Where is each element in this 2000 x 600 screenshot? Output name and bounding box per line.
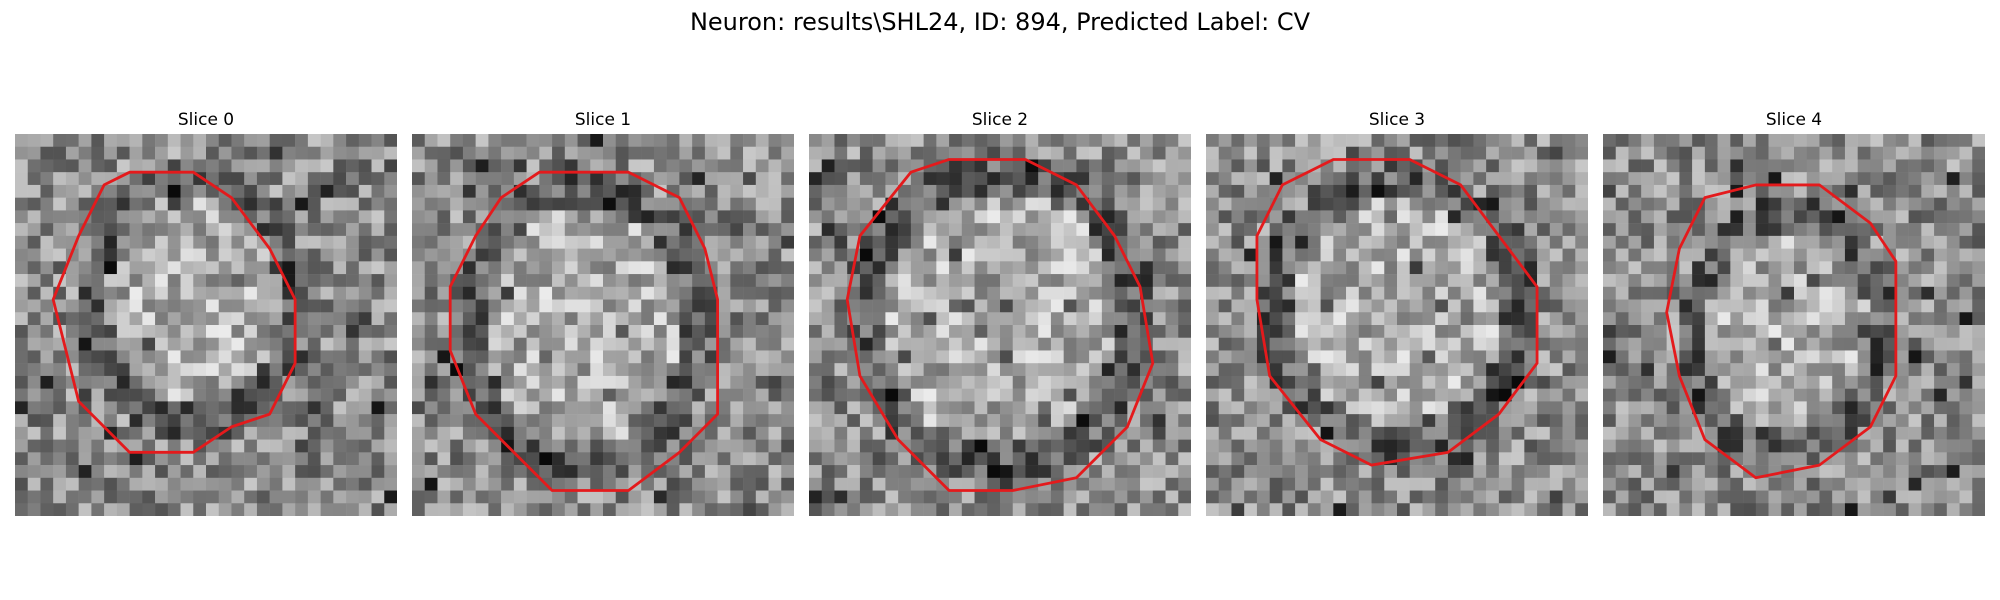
slice-title: Slice 1: [574, 110, 632, 130]
roi-contour: [1255, 158, 1539, 467]
slice-title: Slice 2: [971, 110, 1029, 130]
slice-title: Slice 3: [1368, 110, 1426, 130]
slice-panel: Slice 4: [1603, 108, 1985, 516]
slice-image: [1603, 134, 1985, 516]
roi-contour: [51, 170, 297, 454]
slice-panel: Slice 0: [15, 108, 397, 516]
roi-contour: [1665, 183, 1898, 480]
figure-title: Neuron: results\SHL24, ID: 894, Predicte…: [689, 8, 1311, 36]
slice-title: Slice 4: [1765, 110, 1823, 130]
slice-title: Slice 0: [177, 110, 235, 130]
slice-panel: Slice 1: [412, 108, 794, 516]
slice-image: [809, 134, 1191, 516]
slice-image: [1206, 134, 1588, 516]
slice-panel: Slice 3: [1206, 108, 1588, 516]
roi-contour: [845, 158, 1155, 492]
slice-panel: Slice 2: [809, 108, 1191, 516]
slice-image: [412, 134, 794, 516]
slice-image: [15, 134, 397, 516]
roi-contour: [448, 170, 720, 492]
